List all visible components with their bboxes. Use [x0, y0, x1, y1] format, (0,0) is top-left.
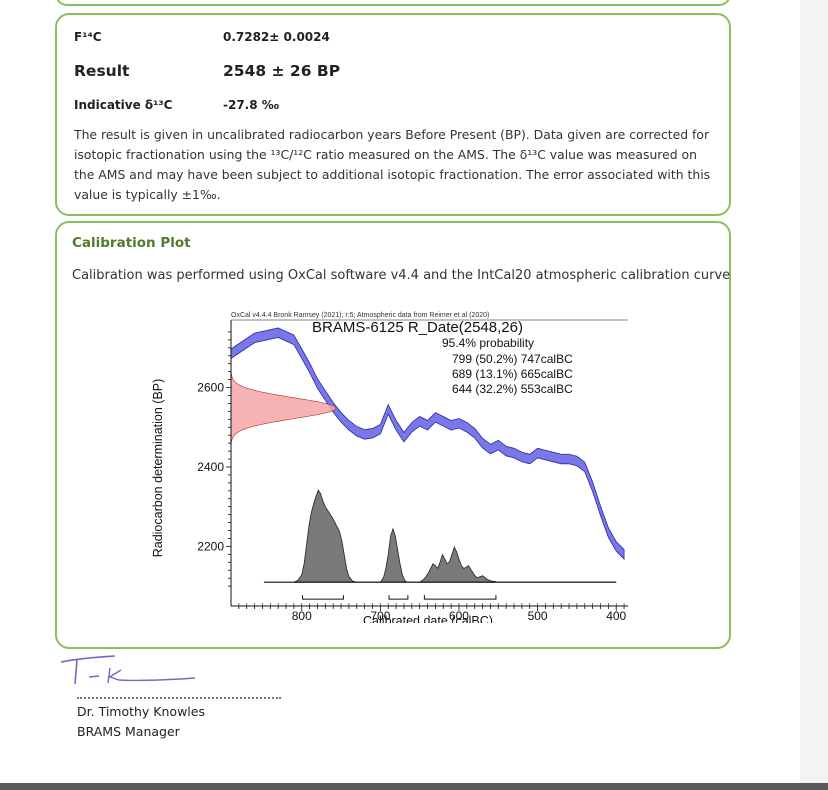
posterior-distribution: [293, 489, 617, 583]
signature-image: [60, 655, 196, 685]
calibration-curve-band: [231, 327, 625, 561]
result-explanation: The result is given in uncalibrated radi…: [74, 127, 711, 202]
y-axis-label: Radiocarbon determination (BP): [152, 379, 165, 558]
calibration-title: Calibration Plot: [72, 235, 191, 251]
chart-title: BRAMS-6125 R_Date(2548,26): [312, 319, 523, 336]
range-bracket: [302, 595, 344, 600]
d13c-value: -27.8 ‰: [223, 98, 280, 112]
calibration-panel: Calibration Plot Calibration was perform…: [55, 221, 731, 649]
viewer-margin: [800, 0, 828, 790]
y-tick-label: 2200: [197, 539, 224, 553]
f14c-value: 0.7282± 0.0024: [223, 30, 330, 44]
calibration-description: Calibration was performed using OxCal so…: [72, 268, 731, 283]
calibration-plot: 800 700 600 500 400 2600 2400 2200 OxCal v4.4.4…: [152, 312, 628, 623]
range-label: 799 (50.2%) 747calBC: [452, 352, 573, 366]
chart-header: OxCal v4.4.4 Bronk Ramsey (2021); r:5; A…: [231, 312, 489, 319]
report-page: F¹⁴C 0.7282± 0.0024 Result 2548 ± 26 BP …: [0, 0, 800, 790]
result-panel: F¹⁴C 0.7282± 0.0024 Result 2548 ± 26 BP …: [55, 13, 731, 216]
f14c-label: F¹⁴C: [74, 30, 102, 44]
x-tick-label: 500: [528, 609, 548, 623]
x-tick-label: 600: [449, 609, 469, 623]
signature-line: [77, 697, 281, 699]
x-tick-label: 700: [370, 609, 390, 623]
signatory-role: BRAMS Manager: [77, 724, 180, 739]
result-value: 2548 ± 26 BP: [223, 62, 341, 80]
y-tick-label: 2600: [197, 381, 224, 395]
measurement-distribution: [230, 366, 337, 450]
previous-section-border: [55, 0, 731, 6]
y-tick-label: 2400: [197, 460, 224, 474]
x-tick-label: 400: [606, 609, 626, 623]
x-axis-label: Calibrated date (calBC): [363, 614, 493, 623]
signatory-name: Dr. Timothy Knowles: [77, 704, 205, 719]
x-tick-label: 800: [292, 609, 312, 623]
probability-heading: 95.4% probability: [442, 336, 534, 350]
range-bracket: [388, 595, 409, 600]
result-label: Result: [74, 62, 130, 80]
range-label: 644 (32.2%) 553calBC: [452, 382, 573, 396]
range-bracket: [423, 595, 497, 600]
d13c-label: Indicative δ¹³C: [74, 98, 173, 112]
range-label: 689 (13.1%) 665calBC: [452, 367, 573, 381]
viewer-bottom-bar: [0, 783, 828, 790]
